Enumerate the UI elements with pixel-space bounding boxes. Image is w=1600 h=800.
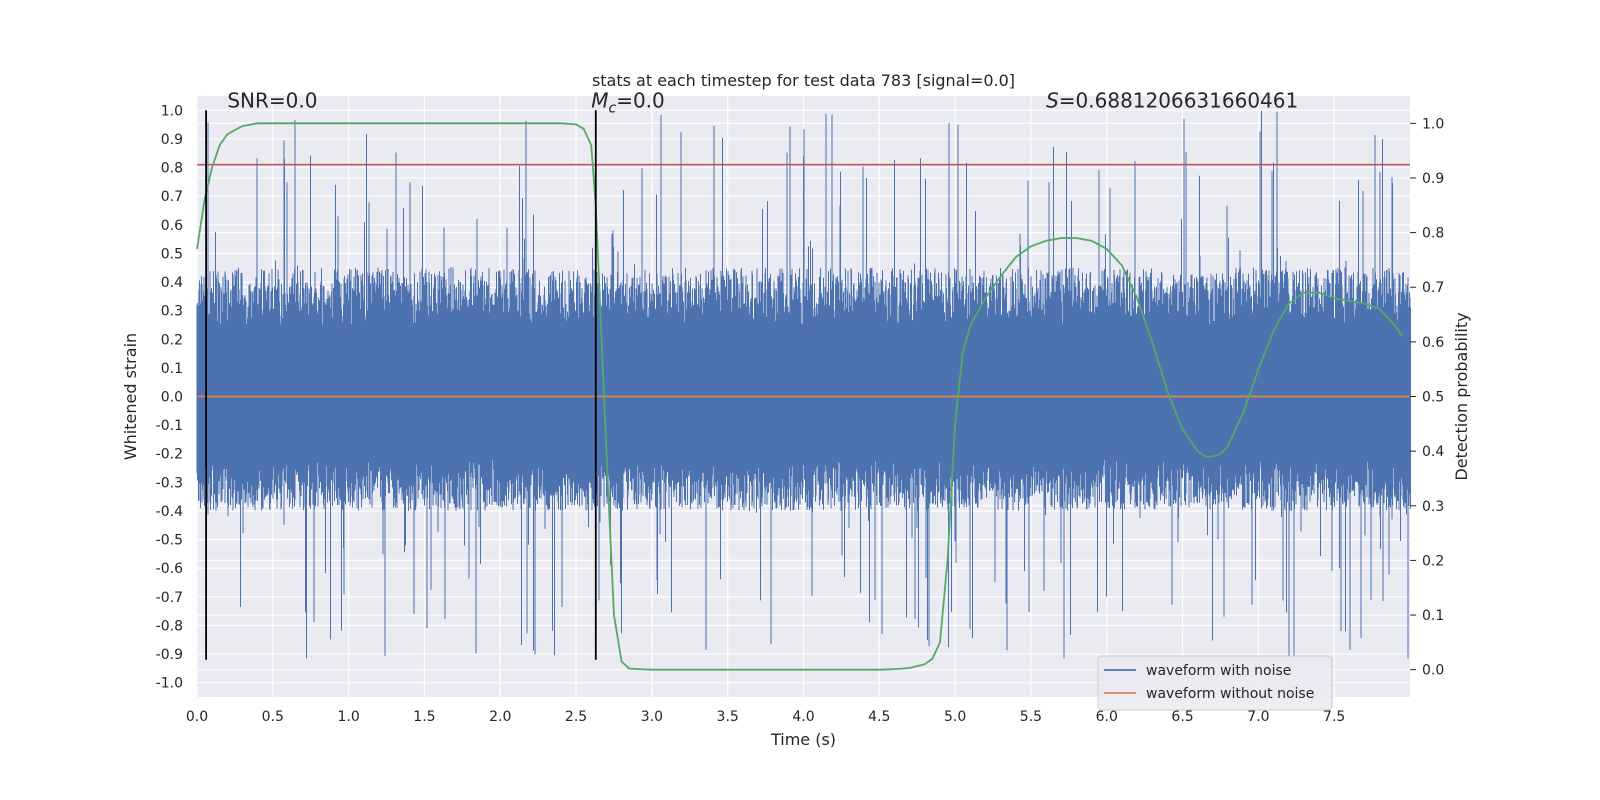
y2-tick-label: 1.0 [1422, 116, 1444, 132]
y-tick-label: 0.3 [161, 304, 183, 320]
y2-tick-label: 0.4 [1422, 444, 1444, 460]
chirp-mass-value: =0.0 [616, 88, 665, 112]
x-tick-label: 3.5 [717, 709, 739, 725]
x-tick-label: 6.0 [1096, 709, 1118, 725]
chirp-mass-subscript: c [608, 100, 616, 116]
y2-axis-label: Detection probability [1452, 312, 1471, 480]
y-tick-label: 0.6 [161, 218, 183, 234]
y-tick-label: -0.3 [156, 475, 183, 491]
y-tick-label: 0.5 [161, 246, 183, 262]
y2-tick-label: 0.5 [1422, 390, 1444, 406]
score-value: =0.6881206631660461 [1059, 88, 1298, 112]
y-tick-label: 0.0 [161, 390, 183, 406]
x-tick-label: 4.5 [868, 709, 890, 725]
y-tick-label: 0.4 [161, 275, 183, 291]
y-tick-label: -1.0 [156, 676, 183, 692]
x-tick-label: 1.0 [337, 709, 359, 725]
y-tick-label: 0.7 [161, 189, 183, 205]
score-symbol: S [1046, 88, 1059, 112]
y2-tick-label: 0.2 [1422, 553, 1444, 569]
y2-tick-label: 0.1 [1422, 608, 1444, 624]
y2-tick-label: 0.7 [1422, 280, 1444, 296]
chirp-mass-symbol: M [591, 88, 608, 112]
x-tick-label: 0.5 [262, 709, 284, 725]
x-axis-label: Time (s) [770, 730, 836, 749]
x-tick-label: 2.5 [565, 709, 587, 725]
y2-tick-label: 0.9 [1422, 171, 1444, 187]
y2-tick-label: 0.8 [1422, 226, 1444, 242]
x-tick-label: 1.5 [413, 709, 435, 725]
detection-probability-line [196, 122, 1404, 671]
y-tick-label: -0.7 [156, 590, 183, 606]
legend-entry-clean: waveform without noise [1146, 686, 1314, 702]
y2-tick-label: 0.3 [1422, 499, 1444, 515]
x-tick-label: 5.0 [944, 709, 966, 725]
y-axis-label: Whitened strain [121, 333, 140, 460]
x-tick-label: 6.5 [1171, 709, 1193, 725]
y-tick-label: -0.4 [156, 504, 183, 520]
axes: 0.0 0.5 1.0 1.5 2.0 2.5 3.0 3.5 4.0 4.5 5.0 5.5 6.0 6… [156, 103, 1445, 725]
x-tick-label: 2.0 [489, 709, 511, 725]
x-tick-label: 5.5 [1020, 709, 1042, 725]
y-tick-label: -0.1 [156, 418, 183, 434]
legend: waveform with noise waveform without noi… [1097, 655, 1333, 711]
snr-annotation: SNR=0.0 [227, 88, 317, 112]
chirp-mass-annotation: Mc=0.0 [591, 88, 665, 116]
y2-tick-label: 0.0 [1422, 663, 1444, 679]
legend-box [1097, 655, 1333, 711]
y-tick-label: 0.8 [161, 161, 183, 177]
y-tick-label: 0.2 [161, 332, 183, 348]
y-tick-label: 0.9 [161, 132, 183, 148]
data-lines [196, 110, 1410, 671]
y-tick-label: -0.2 [156, 447, 183, 463]
y-tick-label: -0.6 [156, 561, 183, 577]
y-tick-label: 1.0 [161, 103, 183, 119]
y-tick-label: -0.9 [156, 647, 183, 663]
x-tick-label: 7.0 [1247, 709, 1269, 725]
y-tick-label: -0.8 [156, 618, 183, 634]
y2-tick-label: 0.6 [1422, 335, 1444, 351]
noise-waveform [196, 110, 1411, 659]
score-annotation: S=0.6881206631660461 [1046, 88, 1298, 112]
y-tick-label: 0.1 [161, 361, 183, 377]
legend-entry-noise: waveform with noise [1146, 663, 1291, 679]
x-tick-label: 7.5 [1323, 709, 1345, 725]
chart-title: stats at each timestep for test data 783… [592, 71, 1015, 90]
y-tick-label: -0.5 [156, 533, 183, 549]
x-tick-label: 0.0 [186, 709, 208, 725]
x-tick-label: 4.0 [792, 709, 814, 725]
x-tick-label: 3.0 [641, 709, 663, 725]
